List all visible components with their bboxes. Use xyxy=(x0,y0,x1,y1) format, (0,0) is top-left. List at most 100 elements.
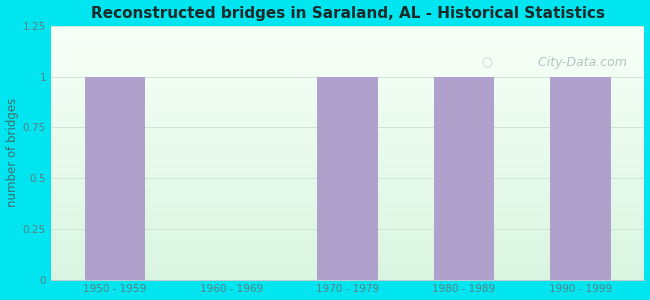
Bar xyxy=(51,56,644,58)
Bar xyxy=(51,111,644,112)
Bar xyxy=(51,54,644,55)
Bar xyxy=(51,34,644,35)
Bar xyxy=(51,106,644,107)
Bar xyxy=(51,169,644,170)
Bar xyxy=(51,224,644,225)
Bar xyxy=(51,40,644,41)
Bar xyxy=(51,49,644,50)
Bar xyxy=(51,210,644,211)
Bar xyxy=(51,108,644,110)
Bar xyxy=(51,63,644,64)
Bar xyxy=(51,188,644,190)
Y-axis label: number of bridges: number of bridges xyxy=(6,98,19,207)
Bar xyxy=(51,259,644,261)
Bar xyxy=(51,120,644,121)
Bar xyxy=(51,100,644,101)
Bar xyxy=(51,51,644,52)
Bar xyxy=(51,131,644,132)
Bar xyxy=(51,93,644,94)
Bar xyxy=(51,182,644,183)
Bar xyxy=(51,250,644,252)
Bar xyxy=(51,212,644,214)
Bar xyxy=(51,134,644,135)
Bar xyxy=(51,274,644,276)
Bar xyxy=(51,124,644,125)
Bar xyxy=(51,252,644,253)
Bar xyxy=(51,201,644,202)
Bar xyxy=(51,59,644,60)
Bar xyxy=(51,230,644,231)
Bar xyxy=(51,154,644,155)
Bar xyxy=(51,272,644,273)
Bar xyxy=(51,139,644,140)
Bar xyxy=(51,228,644,229)
Bar xyxy=(51,32,644,34)
Bar xyxy=(51,45,644,46)
Bar xyxy=(51,58,644,59)
Bar xyxy=(51,170,644,172)
Bar xyxy=(51,253,644,254)
Bar xyxy=(434,76,494,280)
Bar xyxy=(51,239,644,240)
Bar xyxy=(51,145,644,146)
Bar xyxy=(51,234,644,235)
Bar xyxy=(51,190,644,191)
Bar xyxy=(51,205,644,206)
Bar xyxy=(51,202,644,203)
Bar xyxy=(51,179,644,181)
Bar xyxy=(51,84,644,86)
Bar xyxy=(51,200,644,201)
Bar xyxy=(51,67,644,68)
Bar xyxy=(51,136,644,137)
Bar xyxy=(51,276,644,277)
Bar xyxy=(51,243,644,244)
Bar xyxy=(51,37,644,39)
Bar xyxy=(51,207,644,208)
Bar xyxy=(51,103,644,104)
Bar xyxy=(51,261,644,262)
Bar xyxy=(51,162,644,163)
Bar xyxy=(51,268,644,269)
Bar xyxy=(51,198,644,200)
Bar xyxy=(51,121,644,122)
Bar xyxy=(51,30,644,31)
Bar xyxy=(51,191,644,192)
Bar xyxy=(51,256,644,257)
Bar xyxy=(51,208,644,210)
Bar xyxy=(550,76,611,280)
Bar xyxy=(51,242,644,243)
Bar xyxy=(51,247,644,248)
Bar xyxy=(51,249,644,250)
Bar xyxy=(51,262,644,263)
Bar xyxy=(51,244,644,245)
Bar xyxy=(51,172,644,173)
Bar xyxy=(51,122,644,124)
Bar xyxy=(51,126,644,128)
Bar xyxy=(51,128,644,129)
Bar xyxy=(51,192,644,193)
Bar xyxy=(51,186,644,187)
Bar xyxy=(51,85,644,87)
Bar xyxy=(51,87,644,88)
Bar xyxy=(51,214,644,215)
Bar xyxy=(51,44,644,45)
Bar xyxy=(51,76,644,78)
Bar xyxy=(51,42,644,44)
Bar xyxy=(51,47,644,49)
Bar xyxy=(51,80,644,82)
Bar xyxy=(51,157,644,158)
Bar xyxy=(51,220,644,221)
Bar xyxy=(51,41,644,42)
Bar xyxy=(51,52,644,54)
Bar xyxy=(51,215,644,216)
Bar xyxy=(51,203,644,205)
Bar xyxy=(51,152,644,153)
Bar xyxy=(51,219,644,220)
Bar xyxy=(51,92,644,93)
Bar xyxy=(51,258,644,259)
Bar xyxy=(51,173,644,174)
Bar xyxy=(51,178,644,179)
Bar xyxy=(51,197,644,198)
Bar xyxy=(51,153,644,154)
Bar xyxy=(51,248,644,249)
